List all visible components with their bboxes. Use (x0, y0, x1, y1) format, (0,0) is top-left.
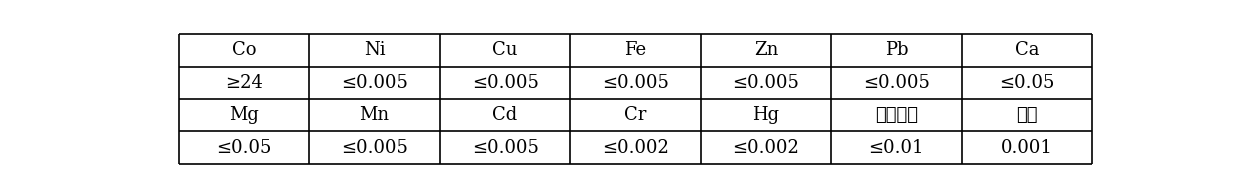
Text: 水不溶物: 水不溶物 (875, 106, 918, 124)
Text: ≤0.005: ≤0.005 (863, 74, 930, 92)
Text: ≤0.05: ≤0.05 (999, 74, 1054, 92)
Text: Mg: Mg (229, 106, 259, 124)
Text: Cd: Cd (492, 106, 518, 124)
Text: Ca: Ca (1014, 41, 1039, 59)
Text: ≤0.002: ≤0.002 (603, 139, 668, 157)
Text: Cr: Cr (624, 106, 647, 124)
Text: ≥24: ≥24 (226, 74, 263, 92)
Text: ≤0.005: ≤0.005 (471, 139, 538, 157)
Text: Co: Co (232, 41, 257, 59)
Text: Pb: Pb (884, 41, 908, 59)
Text: Hg: Hg (753, 106, 780, 124)
Text: ≤0.01: ≤0.01 (868, 139, 924, 157)
Text: Fe: Fe (625, 41, 646, 59)
Text: ≤0.002: ≤0.002 (733, 139, 800, 157)
Text: ≤0.005: ≤0.005 (471, 74, 538, 92)
Text: 0.001: 0.001 (1001, 139, 1053, 157)
Text: Cu: Cu (492, 41, 518, 59)
Text: Zn: Zn (754, 41, 779, 59)
Text: ≤0.005: ≤0.005 (341, 139, 408, 157)
Text: ≤0.05: ≤0.05 (217, 139, 272, 157)
Text: ≤0.005: ≤0.005 (341, 74, 408, 92)
Text: Mn: Mn (360, 106, 389, 124)
Text: ≤0.005: ≤0.005 (733, 74, 800, 92)
Text: Ni: Ni (363, 41, 386, 59)
Text: ≤0.005: ≤0.005 (603, 74, 668, 92)
Text: 油分: 油分 (1016, 106, 1038, 124)
